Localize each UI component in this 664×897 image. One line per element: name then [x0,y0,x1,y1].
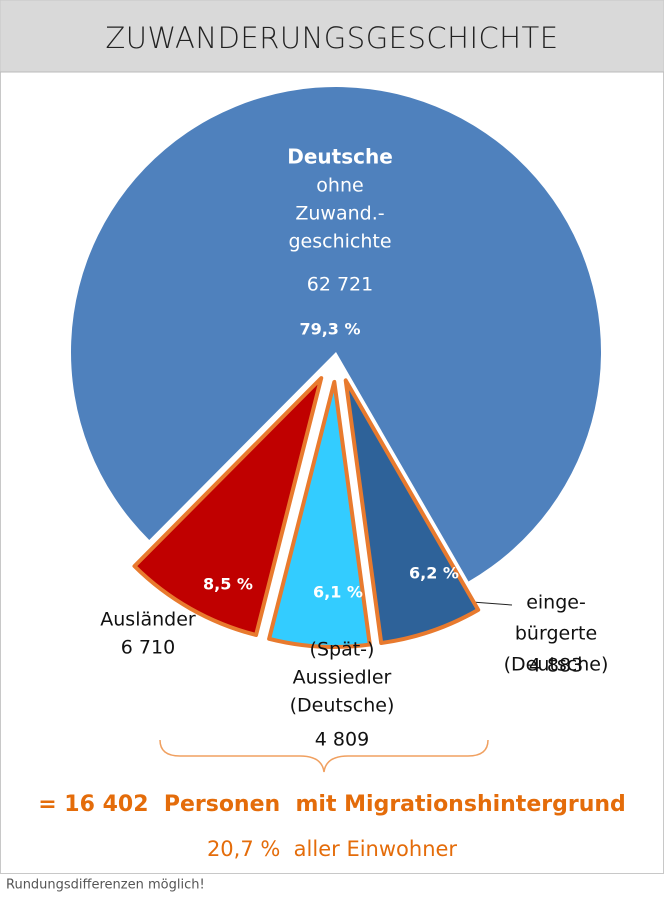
count-label: 62 721 [307,274,373,296]
count-label: 4 809 [315,729,369,751]
count-label: 4 883 [529,655,583,677]
category-label: Aussiedler [293,667,392,689]
category-label: einge- [526,592,586,614]
pie-slice [132,376,324,637]
category-label: (Spät-) [310,639,375,661]
category-label: (Deutsche) [504,654,609,676]
pie-slice [267,379,372,649]
summary: = 16 402 Personen mit Migrationshintergr… [38,792,626,817]
category-label: ohne [316,175,363,197]
category-label: bürgerte [515,623,597,645]
value-label: 8,5 % [203,575,253,594]
brace [159,739,489,773]
summary-share: 20,7 % aller Einwohner [207,837,457,861]
note: Rundungsdifferenzen möglich! [6,878,205,893]
value-label: 6,2 % [409,564,459,583]
category-label: Zuwand.- [295,203,384,225]
pie-slice [343,378,481,645]
pie-slice [70,86,602,582]
category-label: geschichte [288,231,391,253]
value-label: 6,1 % [313,583,363,602]
chart-title: ZUWANDERUNGSGESCHICHTE [105,21,558,55]
category-label: Ausländer [100,609,196,631]
category-label: Deutsche [287,145,393,169]
header [0,0,664,72]
value-label: 79,3 % [299,320,360,339]
category-label: (Deutsche) [290,695,395,717]
count-label: 6 710 [121,637,175,659]
